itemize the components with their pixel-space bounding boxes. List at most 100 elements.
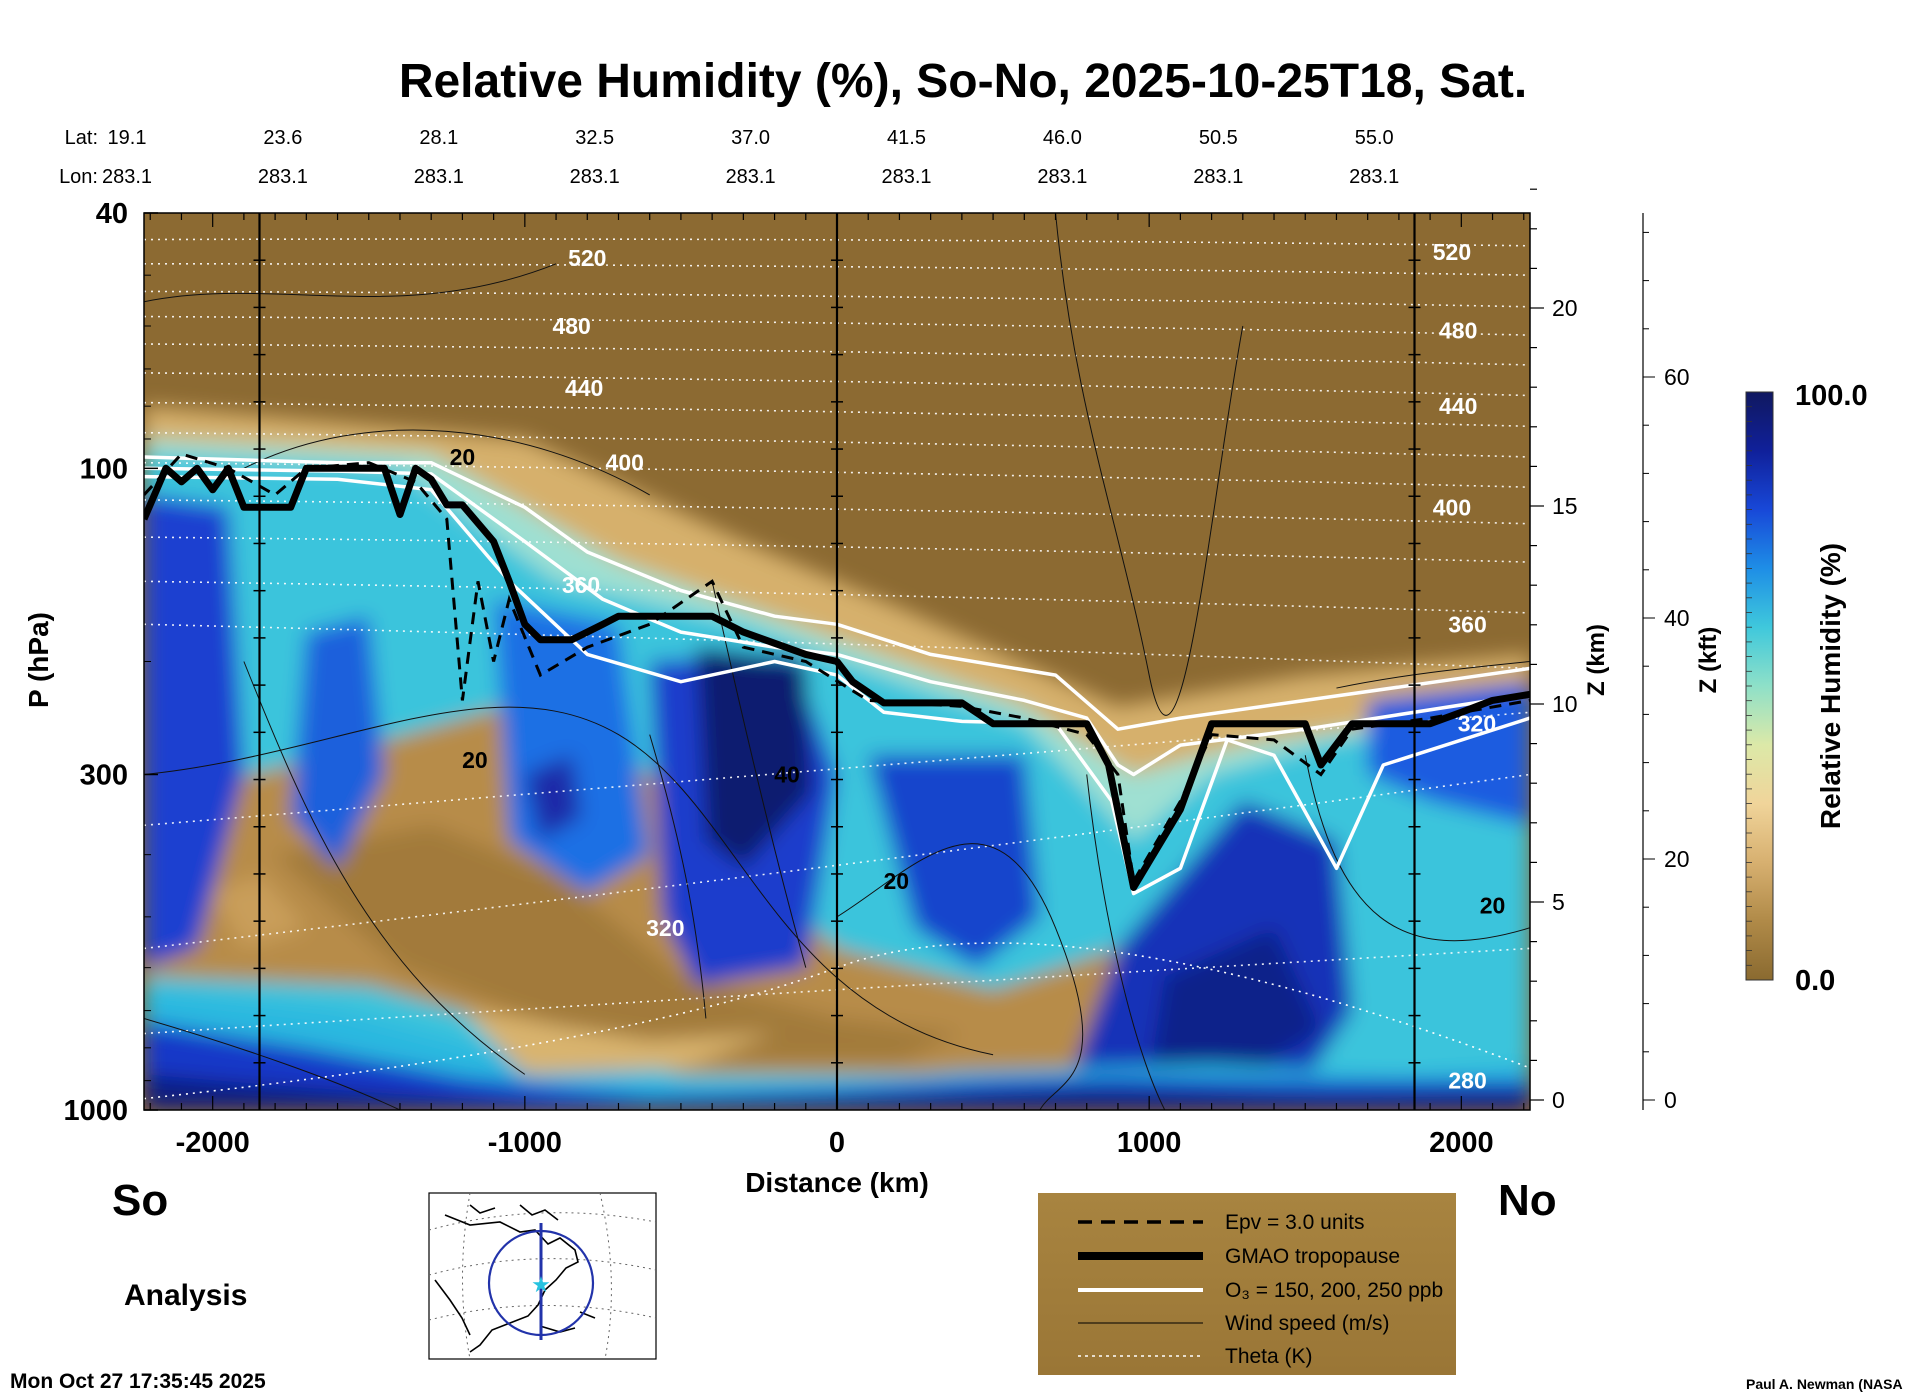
wind-speed-contour: [243, 429, 650, 496]
wind-speed-contour: [1086, 774, 1166, 1110]
wind-speed-contour: [144, 263, 557, 303]
theta-contour-label: 360: [562, 572, 600, 598]
longitude-label: 283.1: [1193, 166, 1243, 188]
theta-contour-label: 320: [646, 915, 684, 941]
theta-contour-label: 480: [1439, 318, 1477, 344]
latitude-label: 28.1: [419, 127, 458, 149]
analysis-label: Analysis: [124, 1279, 247, 1312]
latitude-label: 37.0: [731, 127, 770, 149]
theta-contour-line: [144, 711, 1530, 827]
x-tick-label: -2000: [176, 1127, 250, 1159]
theta-contour-label: 520: [568, 245, 606, 271]
wind-speed-contour: [243, 661, 526, 1075]
humidity-region: [144, 1074, 1530, 1110]
wind-contour-label: 20: [884, 868, 910, 894]
wind-speed-contour: [1055, 213, 1244, 716]
p-tick-label: 1000: [63, 1095, 128, 1127]
legend-item-wind: Wind speed (m/s): [1225, 1312, 1390, 1335]
y-axis-label: P (hPa): [23, 612, 54, 708]
humidity-region: [696, 647, 812, 869]
x-axis-label: Distance (km): [745, 1167, 929, 1198]
x-tick-label: 0: [829, 1127, 845, 1159]
humidity-region: [868, 755, 1040, 968]
reference-lines: [253, 213, 1421, 1110]
wind-contour-label: 20: [1480, 892, 1506, 918]
longitude-label: 283.1: [102, 166, 152, 188]
colorbar-max-label: 100.0: [1795, 380, 1868, 412]
wind-speed-contour: [1304, 755, 1530, 942]
timestamp: Mon Oct 27 17:35:45 2025: [10, 1370, 266, 1393]
ozone-contour: [144, 455, 1530, 731]
longitude-label: 283.1: [570, 166, 620, 188]
humidity-region: [290, 616, 385, 869]
theta-contour-label: 320: [1458, 711, 1496, 737]
wind-speed-contour: [1336, 661, 1530, 689]
theta-contour-label: 440: [565, 375, 603, 401]
theta-contour-label: 280: [1448, 1068, 1486, 1094]
colorbar: 100.0 0.0 Relative Humidity (%): [1745, 380, 1868, 997]
humidity-region: [462, 1010, 775, 1075]
legend-item-theta: Theta (K): [1225, 1345, 1313, 1368]
humidity-region: [144, 1022, 1530, 1110]
z-kft-tick-label: 40: [1664, 605, 1690, 631]
wind-contour-label: 40: [774, 761, 800, 787]
latitude-label: 32.5: [575, 127, 614, 149]
p-tick-label: 300: [80, 759, 128, 791]
latitude-label: 23.6: [263, 127, 302, 149]
wind-contour-label: 20: [462, 747, 488, 773]
z-kft-tick-label: 20: [1664, 846, 1690, 872]
latitude-label: 19.1: [108, 127, 147, 149]
z-kft-axis-label: Z (kft): [1695, 627, 1722, 694]
tropopause-line: [144, 464, 1530, 891]
legend-item-epv: Epv = 3.0 units: [1225, 1211, 1365, 1234]
humidity-region: [524, 755, 581, 841]
theta-contour-line: [144, 942, 1530, 1100]
humidity-region: [493, 599, 650, 894]
z-km-tick-label: 10: [1552, 691, 1578, 717]
z-kft-axis: 0 20 40 60: [1642, 213, 1690, 1113]
theta-contour-label: 360: [1448, 611, 1486, 637]
z-km-axis: 0 5 10 15 20: [1530, 188, 1578, 1113]
legend-item-tropopause: GMAO tropopause: [1225, 1245, 1400, 1268]
direction-south-label: So: [112, 1176, 168, 1225]
inset-coastlines: [434, 1204, 596, 1353]
theta-contour-label: 400: [606, 450, 644, 476]
latitude-label: 50.5: [1199, 127, 1238, 149]
humidity-region: [144, 494, 244, 968]
longitude-label: 283.1: [258, 166, 308, 188]
z-km-tick-label: 15: [1552, 493, 1578, 519]
z-km-tick-label: 0: [1552, 1087, 1565, 1113]
x-tick-label: 1000: [1117, 1127, 1182, 1159]
z-km-tick-label: 20: [1552, 295, 1578, 321]
theta-contour-label: 520: [1433, 239, 1471, 265]
x-axis: -2000 -1000 0 1000 2000: [149, 213, 1525, 1159]
wind-contour-label: 20: [450, 444, 476, 470]
wind-speed-contour: [649, 734, 707, 1019]
direction-north-label: No: [1498, 1176, 1557, 1225]
legend: Epv = 3.0 units GMAO tropopause O₃ = 150…: [1038, 1193, 1456, 1375]
chart-title: Relative Humidity (%), So-No, 2025-10-25…: [399, 55, 1527, 108]
lat-header-label: Lat:: [65, 127, 98, 149]
p-tick-label: 100: [80, 453, 128, 485]
colorbar-title: Relative Humidity (%): [1815, 543, 1846, 829]
colorbar-min-label: 0.0: [1795, 965, 1835, 997]
z-kft-tick-label: 60: [1664, 364, 1690, 390]
theta-contour-label: 400: [1433, 494, 1471, 520]
inset-graticule: [428, 1192, 657, 1360]
p-tick-label: 40: [96, 198, 128, 230]
longitude-label: 283.1: [414, 166, 464, 188]
ozone-contour: [144, 466, 1530, 777]
lon-header-label: Lon:: [59, 166, 98, 188]
inset-map: ★: [428, 1192, 657, 1360]
wind-speed-contour: [144, 706, 994, 1056]
humidity-region: [1149, 927, 1321, 1081]
wind-speed-contour: [836, 843, 1084, 1110]
pressure-axis: 40 100 300 1000: [63, 198, 158, 1127]
theta-contour-label: 480: [552, 313, 590, 339]
inset-center-star-icon: ★: [531, 1273, 551, 1298]
z-km-tick-label: 5: [1552, 889, 1565, 915]
longitude-label: 283.1: [1037, 166, 1087, 188]
lat-lon-labels: 19.1 283.1 23.6 283.1 28.1 283.1 32.5 283.1 37.0…: [102, 127, 1399, 188]
latitude-label: 41.5: [887, 127, 926, 149]
